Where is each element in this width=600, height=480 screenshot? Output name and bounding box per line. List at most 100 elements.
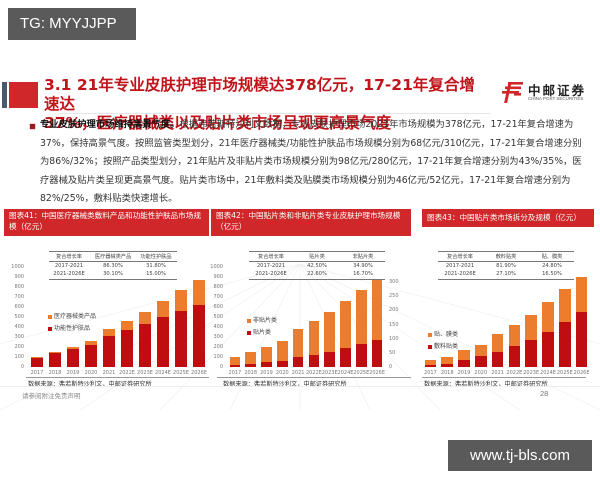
bar-segment (575, 312, 588, 367)
bar-segment (84, 341, 98, 345)
bar-segment (102, 329, 116, 336)
x-axis-tick: 2026E (369, 370, 386, 376)
bar-segment (371, 340, 383, 367)
bar-segment (292, 329, 304, 358)
watermark-bottom-right: www.tj-bls.com (448, 440, 592, 471)
y-axis-tick: 900 (14, 274, 24, 280)
bar-segment (261, 362, 272, 367)
y-axis-tick: 700 (14, 294, 24, 300)
bar-segment (192, 279, 206, 305)
bar-segment (120, 321, 134, 330)
bar-segment (66, 348, 80, 367)
bar-segment (245, 363, 257, 367)
y2-axis-tick: 150 (389, 321, 399, 328)
x-axis-tick: 2020 (474, 370, 488, 376)
chart-41: 图表41：中国医疗器械类敷料产品和功能性护肤品市场规模（亿元） 复合增长率 医疗… (4, 209, 209, 389)
disclaimer-note: 请参阅附注免责声明 (22, 392, 81, 400)
legend-item: 医疗器械类产品 (48, 311, 96, 320)
y-axis-tick: 600 (213, 304, 223, 310)
y2-axis-tick: 0 (389, 364, 393, 370)
chart-43-source: 数据来源：弗若斯特沙利文，中邮证券研究所 (424, 381, 548, 388)
title-line-2: 37%，医疗器械类以及贴片类市场呈现更高景气度 (44, 114, 392, 132)
chart-43-header: 图表43：中国贴片类市场拆分及规模（亿元） (422, 209, 594, 227)
bar-segment (475, 345, 487, 357)
bar-segment (138, 311, 152, 324)
chart-41-legend: 医疗器械类产品 功能性护肤品 (48, 311, 96, 332)
chart-41-cagr-table: 复合增长率 医疗器械类产品 功能性护肤品 2017-2021 86.30% 31… (49, 251, 177, 281)
y2-axis-tick: 50 (389, 349, 396, 356)
bar-segment (340, 300, 351, 348)
bar-segment (229, 356, 241, 365)
legend-item: 贴、膜类 (428, 329, 458, 338)
x-axis-tick: 2017 (424, 370, 437, 376)
bar-segment (441, 357, 453, 364)
x-axis-tick: 2024E (155, 370, 171, 376)
x-axis-tick: 2023E (137, 370, 153, 376)
y-axis-tick: 300 (14, 334, 24, 340)
x-axis-tick: 2018 (48, 370, 62, 376)
bar-segment (424, 360, 437, 366)
y-axis-tick: 600 (14, 304, 24, 310)
chart-43: 图表43：中国贴片类市场拆分及规模（亿元） 复合增长率 敷料贴类 贴、膜类 20… (418, 209, 598, 389)
x-axis-tick: 2024E (540, 370, 556, 376)
bar-segment (491, 334, 504, 352)
bar-segment (559, 322, 571, 367)
x-axis-tick: 2023E (523, 370, 540, 376)
china-post-securities-logo: 中邮证券 CHINA POST SECURITIES (502, 80, 598, 106)
summary-body: 根据弗若斯特沙利文数据，专业皮肤护理市场2021年市场规模为378亿元，17-2… (40, 119, 582, 204)
bar-segment (542, 332, 554, 367)
title-divider (60, 113, 490, 114)
title-line-1: 3.1 21年专业皮肤护理市场规模达378亿元，17-21年复合增速达 (44, 76, 475, 113)
y-axis-tick: 300 (213, 334, 223, 340)
bar-segment (475, 356, 487, 367)
chart-42-cagr-table: 复合增长率 贴片类 非贴片类 2017-2021 42.50% 34.90% 2… (249, 251, 385, 281)
chart-42-header: 图表42：中国贴片类和非贴片类专业皮肤护理市场规模（亿元） (211, 209, 411, 236)
x-axis-tick: 2017 (228, 370, 242, 376)
bar-segment (458, 359, 470, 367)
y-axis-tick: 500 (14, 314, 24, 320)
x-axis-tick: 2025E (353, 370, 370, 376)
y-axis-tick: 0 (20, 364, 24, 370)
bar-segment (30, 357, 44, 367)
x-axis-tick: 2018 (244, 370, 258, 376)
watermark-top-left: TG: MYYJJPP (8, 8, 136, 40)
legend-item: 非贴片类 (247, 315, 277, 324)
bar-segment (371, 279, 383, 340)
y2-axis-tick: 250 (389, 293, 399, 300)
bar-segment (542, 302, 554, 332)
x-axis-tick: 2018 (440, 370, 454, 376)
x-axis-tick: 2022E (506, 370, 523, 376)
report-slide: 3.1 21年专业皮肤护理市场规模达378亿元，17-21年复合增速达 37%，… (0, 64, 600, 410)
bar-segment (308, 321, 320, 355)
bar-segment (276, 360, 288, 367)
bar-segment (48, 352, 62, 353)
bar-segment (559, 288, 571, 322)
x-axis-tick: 2024E (337, 370, 354, 376)
bar-segment (156, 317, 170, 367)
x-axis-tick: 2022E (305, 370, 322, 376)
x-axis-tick: 2019 (260, 370, 273, 376)
bar-segment (30, 356, 44, 358)
y-axis-tick: 500 (213, 314, 223, 320)
x-axis-tick: 2021 (491, 370, 504, 376)
chart-43-legend: 贴、膜类 敷料贴类 (428, 329, 458, 350)
page-number: 28 (540, 389, 549, 398)
bar-segment (138, 323, 152, 367)
summary-paragraph: 专业皮肤护理市场维持高景气度。根据弗若斯特沙利文数据，专业皮肤护理市场2021年… (40, 116, 586, 209)
bar-segment (525, 339, 537, 367)
bar-segment (261, 346, 272, 362)
x-axis-tick: 2020 (84, 370, 98, 376)
y-axis-tick: 0 (219, 364, 223, 370)
summary-lead: 专业皮肤护理市场维持高景气度。 (40, 119, 180, 130)
bar-segment (229, 364, 241, 367)
x-axis-tick: 2026E (573, 370, 590, 376)
chart-41-header: 图表41：中国医疗器械类敷料产品和功能性护肤品市场规模（亿元） (4, 209, 209, 236)
bar-segment (324, 351, 336, 367)
bar-segment (66, 346, 80, 349)
legend-item: 功能性护肤品 (48, 323, 96, 332)
title-accent-bar-red (9, 82, 38, 108)
y-axis-tick: 1000 (11, 264, 24, 270)
footer-divider (0, 386, 600, 387)
y-axis-tick: 400 (14, 324, 24, 330)
bar-segment (192, 305, 206, 367)
